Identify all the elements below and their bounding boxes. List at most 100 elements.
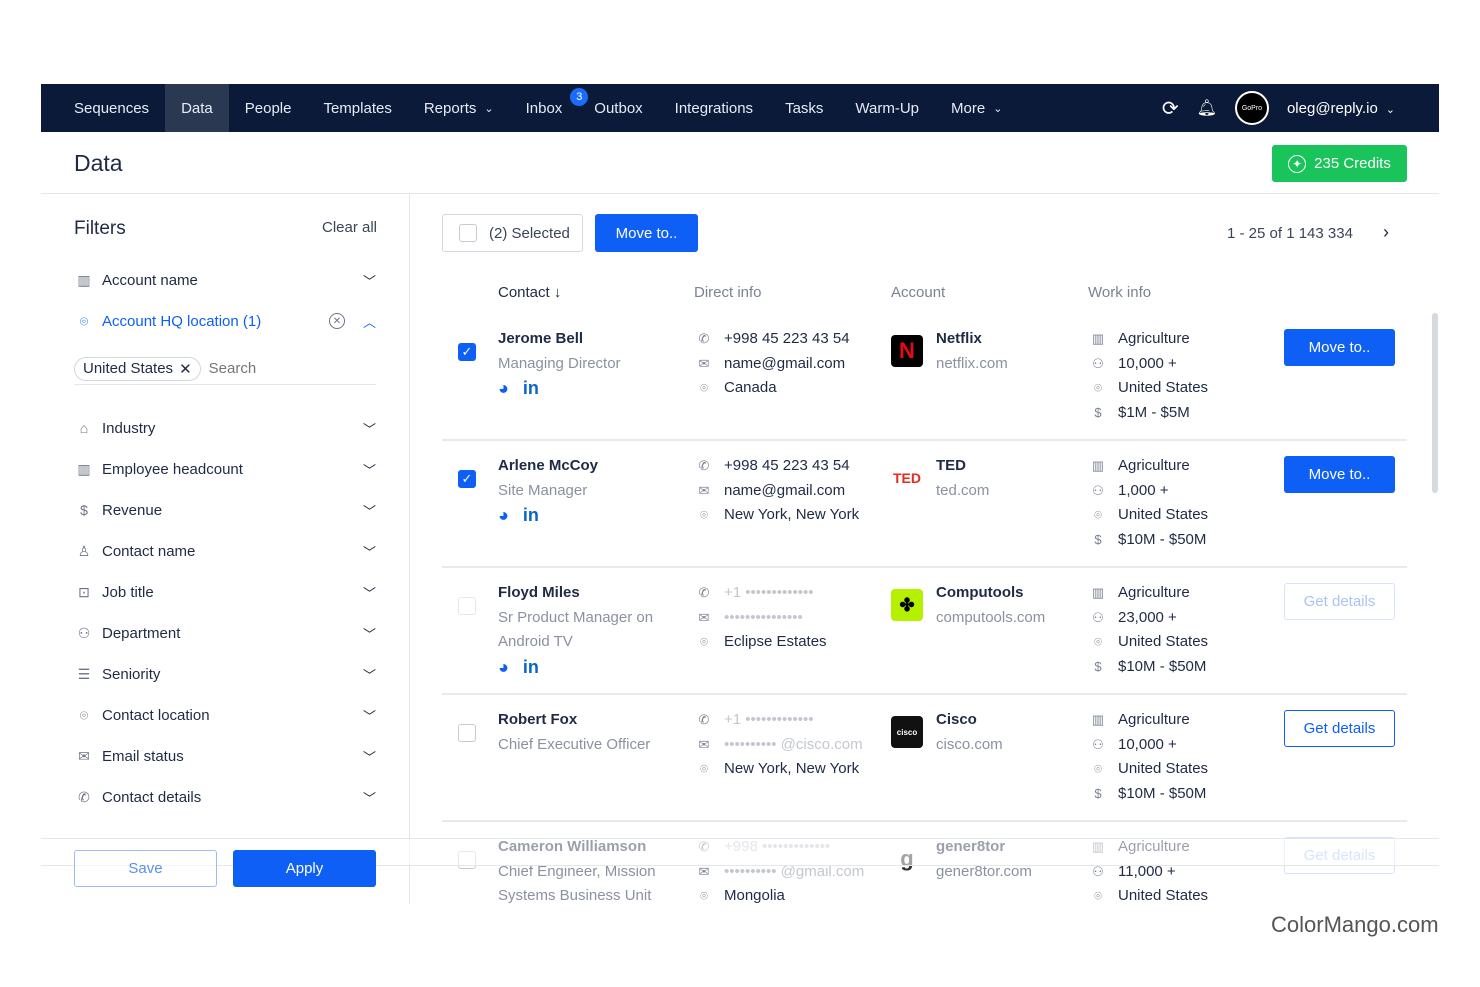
filter-email-status[interactable]: ✉ Email status ﹀ bbox=[74, 741, 376, 771]
contact-email[interactable]: name@gmail.com bbox=[724, 354, 846, 372]
contact-title: Sr Product Manager on bbox=[498, 608, 654, 626]
credits-button[interactable]: ✦ 235 Credits bbox=[1272, 145, 1407, 182]
location-search-input[interactable] bbox=[208, 360, 359, 377]
chevron-down-icon[interactable]: ﹀ bbox=[362, 462, 376, 478]
column-contact[interactable]: Contact ↓ bbox=[498, 284, 561, 301]
nav-outbox[interactable]: Outbox bbox=[578, 84, 658, 132]
contact-name[interactable]: Floyd Miles bbox=[498, 584, 580, 601]
account-name[interactable]: Cisco bbox=[936, 711, 977, 728]
filter-contact-location[interactable]: ⌾ Contact location ﹀ bbox=[74, 700, 376, 730]
linkedin-icon[interactable]: in bbox=[522, 505, 539, 525]
get-details-button[interactable]: Get details bbox=[1284, 583, 1395, 620]
account-domain[interactable]: computools.com bbox=[936, 608, 1046, 626]
filter-account-hq-location[interactable]: ⌾ Account HQ location (1) ✕ ︿ bbox=[74, 306, 376, 336]
account-domain[interactable]: gener8tor.com bbox=[936, 862, 1032, 880]
nav-sequences[interactable]: Sequences bbox=[58, 84, 165, 132]
chip-remove-icon[interactable]: ✕ bbox=[179, 360, 192, 378]
row-checkbox[interactable]: ✓ bbox=[458, 470, 476, 488]
next-page-icon[interactable]: › bbox=[1383, 222, 1389, 242]
clear-filter-icon[interactable]: ✕ bbox=[328, 313, 345, 329]
reply-logo-icon[interactable]: ◕ bbox=[498, 505, 509, 525]
contact-name[interactable]: Jerome Bell bbox=[498, 330, 584, 347]
linkedin-icon[interactable]: in bbox=[522, 378, 539, 398]
nav-more[interactable]: More ⌄ bbox=[935, 84, 1018, 132]
contact-phone[interactable]: +998 45 223 43 54 bbox=[724, 457, 850, 474]
user-menu[interactable]: oleg@reply.io ⌄ bbox=[1287, 100, 1395, 117]
contact-location[interactable]: New York, New York bbox=[724, 760, 860, 777]
chevron-down-icon[interactable]: ﹀ bbox=[362, 544, 376, 560]
chevron-down-icon[interactable]: ﹀ bbox=[362, 749, 376, 765]
row-checkbox[interactable] bbox=[458, 724, 476, 742]
account-name[interactable]: Computools bbox=[936, 584, 1024, 601]
contact-location[interactable]: New York, New York bbox=[724, 506, 860, 523]
contact-title: Android TV bbox=[498, 633, 573, 650]
filter-account-name[interactable]: ▥ Account name ﹀ bbox=[74, 265, 376, 295]
nav-warm-up[interactable]: Warm-Up bbox=[839, 84, 935, 132]
chevron-down-icon[interactable]: ﹀ bbox=[362, 585, 376, 601]
contact-location[interactable]: Eclipse Estates bbox=[724, 633, 827, 650]
chevron-down-icon[interactable]: ﹀ bbox=[362, 790, 376, 806]
location-chip[interactable]: United States ✕ bbox=[74, 356, 201, 381]
account-name[interactable]: Netflix bbox=[936, 330, 982, 347]
contact-phone: +1 ••••••••••••• bbox=[724, 584, 814, 601]
contact-location[interactable]: Canada bbox=[724, 379, 777, 396]
contact-email[interactable]: name@gmail.com bbox=[724, 481, 846, 499]
account-revenue: $10M - $50M bbox=[1118, 530, 1207, 548]
reply-logo-icon[interactable]: ◕ bbox=[498, 656, 509, 677]
filter-contact-name[interactable]: ♙ Contact name ﹀ bbox=[74, 536, 376, 566]
contact-name[interactable]: Arlene McCoy bbox=[498, 457, 599, 474]
account-name[interactable]: TED bbox=[936, 457, 966, 474]
bell-icon[interactable]: 🔔︎ bbox=[1196, 100, 1217, 117]
nav-templates[interactable]: Templates bbox=[307, 84, 407, 132]
filter-industry[interactable]: ⌂ Industry ﹀ bbox=[74, 413, 376, 443]
phone-icon: ✆ bbox=[698, 585, 710, 600]
row-move-to-button[interactable]: Move to.. bbox=[1284, 329, 1395, 366]
filter-seniority[interactable]: ☰ Seniority ﹀ bbox=[74, 659, 376, 689]
scrollbar[interactable] bbox=[1432, 313, 1438, 493]
nav-people[interactable]: People bbox=[229, 84, 308, 132]
row-move-to-button[interactable]: Move to.. bbox=[1284, 456, 1395, 493]
move-to-button[interactable]: Move to.. bbox=[595, 214, 698, 252]
get-details-button[interactable]: Get details bbox=[1284, 710, 1395, 747]
chevron-down-icon[interactable]: ﹀ bbox=[362, 626, 376, 642]
nav-data[interactable]: Data bbox=[165, 84, 229, 132]
apply-button[interactable]: Apply bbox=[233, 850, 376, 887]
building-icon: ▥ bbox=[1091, 331, 1105, 346]
account-domain[interactable]: ted.com bbox=[936, 481, 990, 499]
chevron-down-icon[interactable]: ﹀ bbox=[362, 421, 376, 437]
contact-phone[interactable]: +998 45 223 43 54 bbox=[724, 330, 850, 347]
seniority-icon: ☰ bbox=[77, 665, 91, 682]
nav-inbox[interactable]: Inbox 3 bbox=[510, 84, 589, 132]
chevron-down-icon[interactable]: ﹀ bbox=[362, 667, 376, 683]
linkedin-icon[interactable]: in bbox=[522, 656, 539, 677]
contact-email: •••••••••• @cisco.com bbox=[724, 735, 863, 753]
contact-title: Systems Business Unit bbox=[498, 887, 652, 904]
filter-employee-headcount[interactable]: ▥ Employee headcount ﹀ bbox=[74, 454, 376, 484]
nav-integrations[interactable]: Integrations bbox=[659, 84, 769, 132]
chevron-down-icon[interactable]: ﹀ bbox=[362, 273, 376, 289]
contact-location[interactable]: Mongolia bbox=[724, 887, 785, 904]
row-checkbox[interactable] bbox=[458, 597, 476, 615]
account-domain[interactable]: netflix.com bbox=[936, 354, 1008, 372]
filter-department[interactable]: ⚇ Department ﹀ bbox=[74, 618, 376, 648]
row-checkbox[interactable]: ✓ bbox=[458, 343, 476, 361]
divider bbox=[41, 193, 1439, 194]
filter-job-title[interactable]: ⊡ Job title ﹀ bbox=[74, 577, 376, 607]
filter-contact-details[interactable]: ✆ Contact details ﹀ bbox=[74, 782, 376, 812]
select-all-checkbox[interactable] bbox=[459, 224, 477, 242]
account-domain[interactable]: cisco.com bbox=[936, 735, 1003, 753]
nav-tasks[interactable]: Tasks bbox=[769, 84, 839, 132]
clear-all-link[interactable]: Clear all bbox=[322, 219, 378, 236]
chevron-down-icon[interactable]: ﹀ bbox=[362, 708, 376, 724]
chevron-down-icon[interactable]: ﹀ bbox=[362, 503, 376, 519]
account-headcount: 10,000 + bbox=[1118, 735, 1177, 753]
reply-logo-icon[interactable]: ◕ bbox=[498, 378, 509, 398]
avatar[interactable]: GoPro bbox=[1234, 91, 1269, 125]
nav-reports[interactable]: Reports ⌄ bbox=[408, 84, 510, 132]
save-button[interactable]: Save bbox=[74, 850, 217, 887]
filter-revenue[interactable]: $ Revenue ﹀ bbox=[74, 495, 376, 525]
select-all-control[interactable]: (2) Selected bbox=[442, 214, 583, 252]
contact-name[interactable]: Robert Fox bbox=[498, 711, 578, 728]
refresh-icon[interactable]: ⟳ bbox=[1161, 97, 1179, 120]
chevron-up-icon[interactable]: ︿ bbox=[362, 314, 376, 330]
